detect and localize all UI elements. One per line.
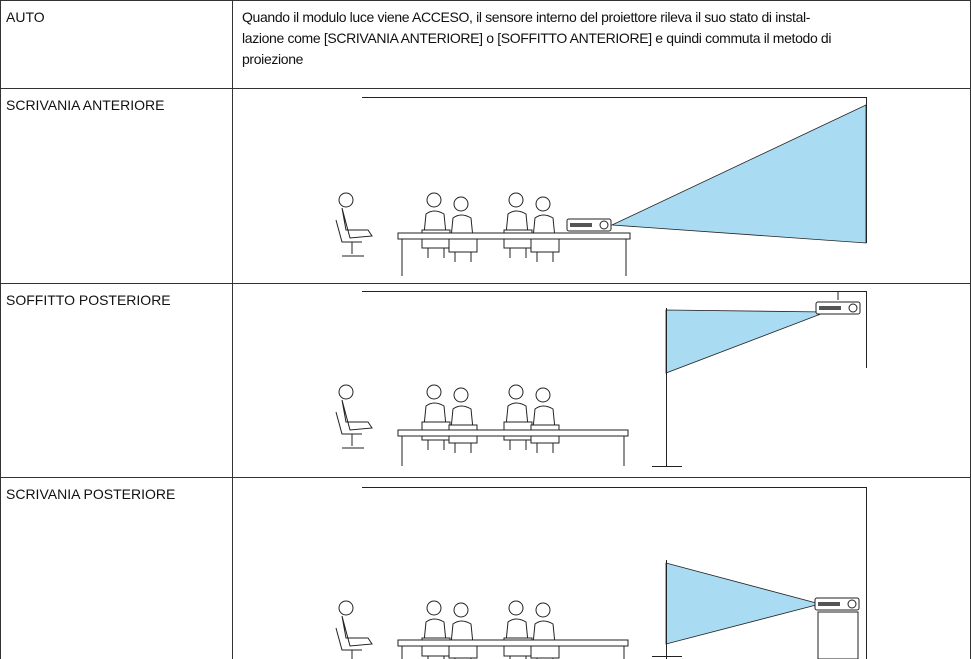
row-label: SCRIVANIA POSTERIORE	[6, 486, 176, 502]
text-line: proiezione	[242, 51, 304, 67]
row-label: SOFFITTO POSTERIORE	[6, 292, 171, 308]
text-line: lazione come [SCRIVANIA ANTERIORE] o [SO…	[242, 30, 832, 46]
row-description: Quando il modulo luce viene ACCESO, il s…	[236, 5, 971, 72]
rear-desk-illustration	[336, 487, 867, 659]
row-label: SCRIVANIA ANTERIORE	[6, 97, 165, 113]
rear-ceiling-illustration	[336, 291, 867, 467]
text-line: Quando il modulo luce viene ACCESO, il s…	[242, 9, 811, 25]
front-desk-illustration	[336, 97, 867, 276]
row-label: AUTO	[6, 9, 45, 25]
